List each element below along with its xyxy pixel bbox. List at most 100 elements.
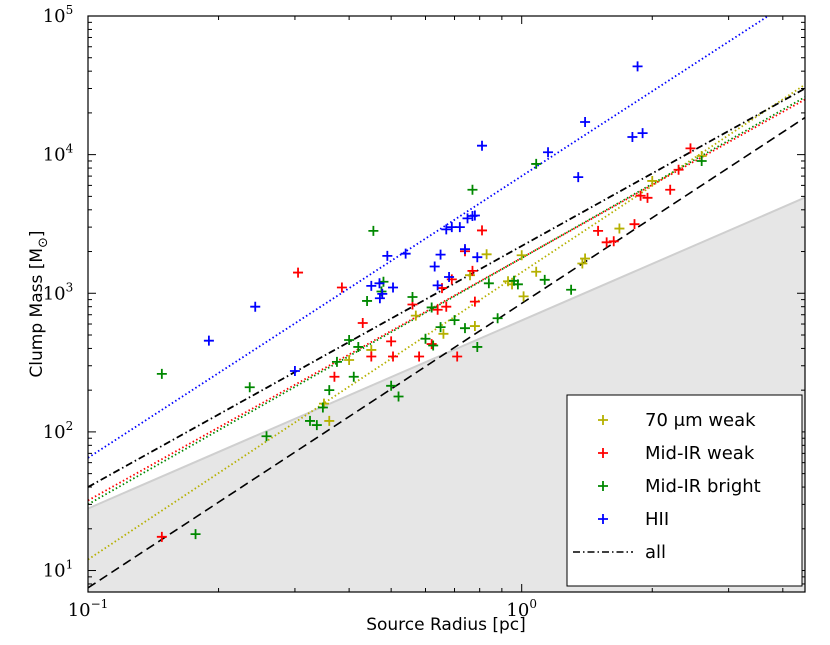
data-point: [685, 143, 696, 154]
data-point: [374, 278, 385, 289]
data-point: [388, 282, 399, 293]
data-point: [324, 385, 335, 396]
data-point: [635, 190, 646, 201]
data-point: [608, 236, 619, 247]
data-points-layer: [156, 61, 707, 542]
axis-ticks-layer: 10−1 100 101 102 103 104 105: [43, 3, 805, 621]
legend-marker-mid-ir-bright: [598, 481, 608, 491]
data-point: [244, 382, 255, 393]
data-point: [156, 368, 167, 379]
data-point: [362, 295, 373, 306]
data-point: [407, 291, 418, 302]
data-point: [580, 253, 591, 264]
data-point: [642, 192, 653, 203]
data-point: [441, 224, 452, 235]
line-lower-envelope: [88, 116, 805, 589]
legend-label-hii: HII: [645, 509, 669, 530]
data-point: [467, 265, 478, 276]
x-tick-label: 10−1: [68, 597, 109, 621]
legend-markers: [573, 415, 633, 553]
data-point: [696, 155, 707, 166]
data-point: [329, 371, 340, 382]
data-point: [366, 351, 377, 362]
y-tick-label: 101: [43, 558, 74, 582]
data-point: [566, 284, 577, 295]
data-point: [469, 321, 480, 332]
data-point: [454, 222, 465, 233]
data-point: [386, 336, 397, 347]
data-point: [469, 210, 480, 221]
data-point: [472, 252, 483, 263]
data-point: [531, 266, 542, 277]
data-point: [435, 322, 446, 333]
plot-frame: [87, 15, 806, 593]
legend-marker-mid-ir-weak: [598, 448, 608, 458]
data-point: [539, 274, 550, 285]
data-point: [435, 249, 446, 260]
data-point: [324, 415, 335, 426]
fit-line-mid-ir-weak: [88, 98, 805, 502]
data-point: [410, 310, 421, 321]
data-point: [531, 158, 542, 169]
data-point: [426, 302, 437, 313]
data-point: [357, 318, 368, 329]
y-axis-title-close: ]: [27, 230, 47, 237]
data-point: [353, 341, 364, 352]
data-point: [344, 355, 355, 366]
data-point: [261, 431, 272, 442]
data-point: [472, 341, 483, 352]
data-point: [516, 250, 527, 261]
data-point: [203, 335, 214, 346]
data-point: [673, 164, 684, 175]
data-point: [518, 291, 529, 302]
data-point: [459, 323, 470, 334]
legend-box: [566, 394, 803, 587]
data-point: [429, 261, 440, 272]
data-point: [637, 128, 648, 139]
data-point: [336, 282, 347, 293]
data-point: [459, 244, 470, 255]
data-point: [477, 140, 488, 151]
data-point: [305, 415, 316, 426]
data-point: [289, 365, 300, 376]
data-point: [665, 184, 676, 195]
x-axis-title: Source Radius [pc]: [366, 615, 526, 635]
data-point: [601, 237, 612, 248]
data-point: [580, 116, 591, 127]
data-point: [428, 340, 439, 351]
data-point: [393, 391, 404, 402]
data-point: [317, 402, 328, 413]
data-point: [477, 225, 488, 236]
legend-label-all: all: [645, 542, 666, 563]
data-point: [593, 225, 604, 236]
y-tick-label: 105: [43, 3, 74, 27]
series-mid-ir-bright: [156, 155, 707, 540]
data-point: [420, 333, 431, 344]
y-axis-title-sun-symbol: ⊙: [36, 237, 51, 248]
data-point: [386, 380, 397, 391]
series-hii: [203, 61, 648, 376]
data-point: [432, 304, 443, 315]
legend-label-midir-weak: Mid-IR weak: [645, 443, 755, 464]
data-point: [438, 328, 449, 339]
data-point: [441, 301, 452, 312]
data-point: [629, 219, 640, 230]
data-point: [614, 223, 625, 234]
y-tick-label: 104: [43, 142, 74, 166]
data-point: [647, 175, 658, 186]
legend-marker-70-m-weak: [598, 415, 608, 425]
data-point: [481, 249, 492, 260]
data-point: [452, 351, 463, 362]
data-point: [311, 420, 322, 431]
data-point: [449, 315, 460, 326]
data-point: [426, 339, 437, 350]
fit-line-70-m-weak: [88, 83, 805, 561]
data-point: [543, 147, 554, 158]
data-point: [483, 278, 494, 289]
data-point: [632, 61, 643, 72]
data-point: [348, 371, 359, 382]
data-point: [344, 335, 355, 346]
data-point: [469, 296, 480, 307]
data-point: [374, 293, 385, 304]
